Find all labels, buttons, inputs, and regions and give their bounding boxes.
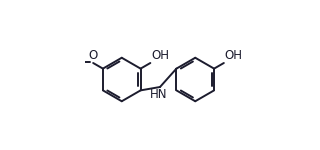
Text: OH: OH bbox=[225, 49, 243, 62]
Text: O: O bbox=[89, 49, 98, 62]
Text: OH: OH bbox=[151, 49, 169, 62]
Text: HN: HN bbox=[150, 88, 167, 101]
